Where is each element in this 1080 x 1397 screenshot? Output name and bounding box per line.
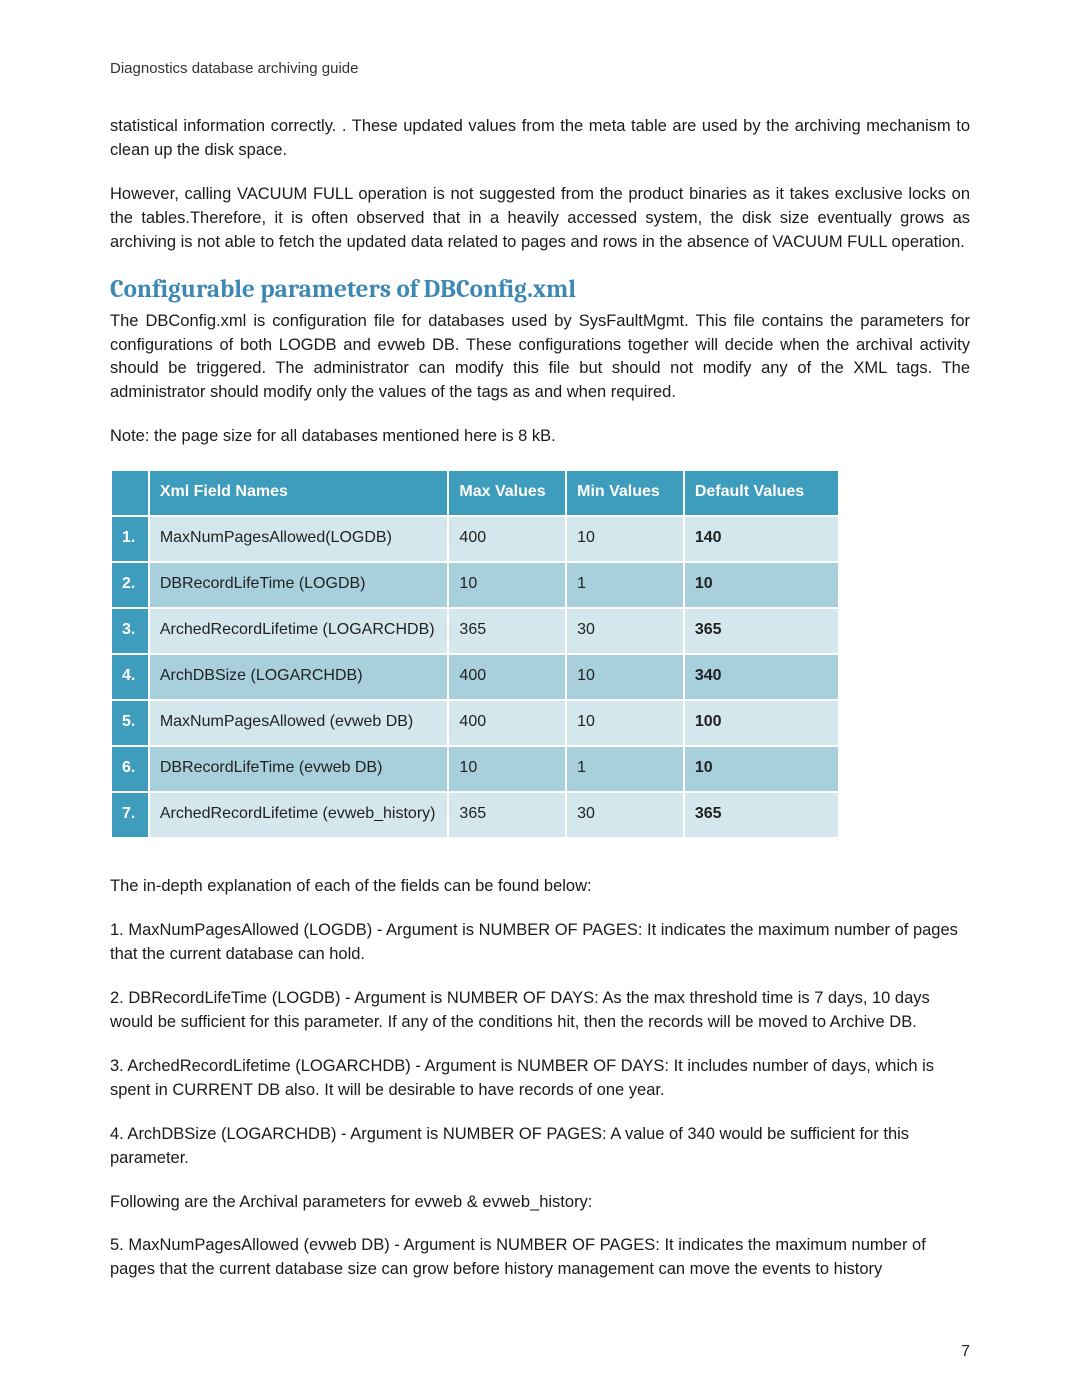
page-header: Diagnostics database archiving guide [110,60,970,77]
th-max: Max Values [448,470,566,516]
table-row: 4.ArchDBSize (LOGARCHDB)40010340 [111,654,839,700]
table-row: 1.MaxNumPagesAllowed(LOGDB)40010140 [111,516,839,562]
th-name: Xml Field Names [149,470,449,516]
cell-name: DBRecordLifeTime (LOGDB) [149,562,449,608]
explain-6: 5. MaxNumPagesAllowed (evweb DB) - Argum… [110,1234,970,1282]
table-row: 3.ArchedRecordLifetime (LOGARCHDB)365303… [111,608,839,654]
cell-max: 365 [448,608,566,654]
cell-name: ArchDBSize (LOGARCHDB) [149,654,449,700]
cell-name: DBRecordLifeTime (evweb DB) [149,746,449,792]
cell-num: 1. [111,516,149,562]
cell-num: 3. [111,608,149,654]
cell-name: MaxNumPagesAllowed(LOGDB) [149,516,449,562]
cell-min: 1 [566,562,684,608]
cell-min: 30 [566,608,684,654]
cell-min: 30 [566,792,684,838]
cell-min: 1 [566,746,684,792]
cell-max: 400 [448,700,566,746]
paragraph-1: statistical information correctly. . The… [110,115,970,163]
table-row: 7.ArchedRecordLifetime (evweb_history)36… [111,792,839,838]
explain-2: 2. DBRecordLifeTime (LOGDB) - Argument i… [110,987,970,1035]
explain-5: Following are the Archival parameters fo… [110,1191,970,1215]
cell-name: ArchedRecordLifetime (evweb_history) [149,792,449,838]
cell-default: 365 [684,608,839,654]
cell-min: 10 [566,654,684,700]
cell-max: 10 [448,746,566,792]
cell-max: 10 [448,562,566,608]
cell-num: 2. [111,562,149,608]
explain-intro: The in-depth explanation of each of the … [110,875,970,899]
section-title: Configurable parameters of DBConfig.xml [110,275,970,304]
cell-default: 140 [684,516,839,562]
table-row: 5.MaxNumPagesAllowed (evweb DB)40010100 [111,700,839,746]
th-min: Min Values [566,470,684,516]
explain-3: 3. ArchedRecordLifetime (LOGARCHDB) - Ar… [110,1055,970,1103]
th-def: Default Values [684,470,839,516]
cell-min: 10 [566,700,684,746]
cell-num: 6. [111,746,149,792]
note-paragraph: Note: the page size for all databases me… [110,425,970,449]
cell-max: 400 [448,516,566,562]
cell-num: 7. [111,792,149,838]
cell-name: MaxNumPagesAllowed (evweb DB) [149,700,449,746]
cell-num: 4. [111,654,149,700]
table-row: 2.DBRecordLifeTime (LOGDB)10110 [111,562,839,608]
cell-max: 400 [448,654,566,700]
parameters-table: Xml Field Names Max Values Min Values De… [110,469,840,839]
explain-1: 1. MaxNumPagesAllowed (LOGDB) - Argument… [110,919,970,967]
table-row: 6.DBRecordLifeTime (evweb DB)10110 [111,746,839,792]
cell-name: ArchedRecordLifetime (LOGARCHDB) [149,608,449,654]
table-header-row: Xml Field Names Max Values Min Values De… [111,470,839,516]
cell-num: 5. [111,700,149,746]
page-number: 7 [961,1343,970,1361]
cell-default: 10 [684,746,839,792]
cell-default: 365 [684,792,839,838]
cell-max: 365 [448,792,566,838]
cell-default: 340 [684,654,839,700]
paragraph-3: The DBConfig.xml is configuration file f… [110,310,970,406]
explain-4: 4. ArchDBSize (LOGARCHDB) - Argument is … [110,1123,970,1171]
th-num [111,470,149,516]
cell-min: 10 [566,516,684,562]
cell-default: 100 [684,700,839,746]
cell-default: 10 [684,562,839,608]
paragraph-2: However, calling VACUUM FULL operation i… [110,183,970,255]
